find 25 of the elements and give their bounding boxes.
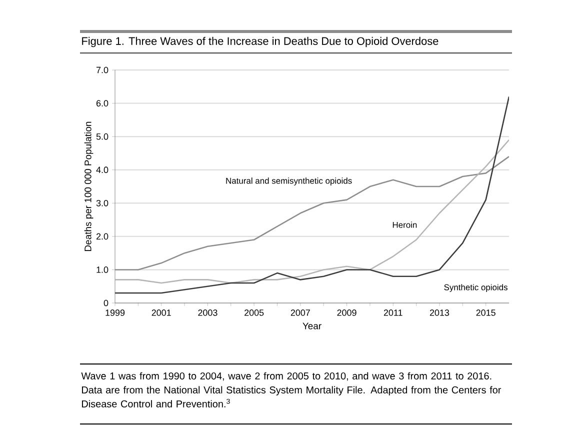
series-label: Synthetic opioids [444, 284, 508, 292]
y-tick-label: 2.0 [96, 233, 108, 240]
chart-title: Figure 1. Three Waves of the Increase in Deaths Due to Opioid Overdose [82, 36, 438, 48]
line-series [115, 139, 510, 284]
y-tick-label: 4.0 [96, 166, 108, 174]
text: Wave 1 was from 1990 to 2004, wave 2 from 2005 to 2010, and wave 3 from 2011 to 2016. Data are from the National Vital Statistics System Mortality File. Adapted from the Centers for Disease Control and Prevention.$^{3}$ [81, 372, 502, 408]
x-tick-label: 2005 [244, 310, 264, 316]
y-tick-label: 7.0 [96, 66, 108, 74]
y-tick-label: 0 [104, 300, 108, 306]
y-tick-label: 6.0 [96, 100, 108, 106]
x-tick-label: 1999 [106, 310, 125, 316]
x-tick-label: 2011 [384, 310, 402, 316]
y-axis-title: Deaths per 100 000 Population [84, 122, 94, 251]
x-tick-label: 2007 [290, 310, 310, 316]
y-tick-label: 5.0 [96, 133, 108, 140]
series-label: Heroin [392, 222, 417, 228]
x-tick-label: 2013 [430, 310, 450, 316]
x-axis-title: Year [302, 322, 322, 330]
x-tick-label: 2015 [476, 310, 496, 316]
y-tick-label: 1.0 [96, 266, 108, 273]
x-tick-label: 2009 [337, 310, 356, 316]
series-label: Natural and semisynthetic opioids [226, 178, 352, 186]
y-tick-label: 3.0 [96, 200, 108, 206]
x-tick-label: 2001 [152, 310, 171, 316]
x-tick-label: 2003 [198, 310, 218, 316]
